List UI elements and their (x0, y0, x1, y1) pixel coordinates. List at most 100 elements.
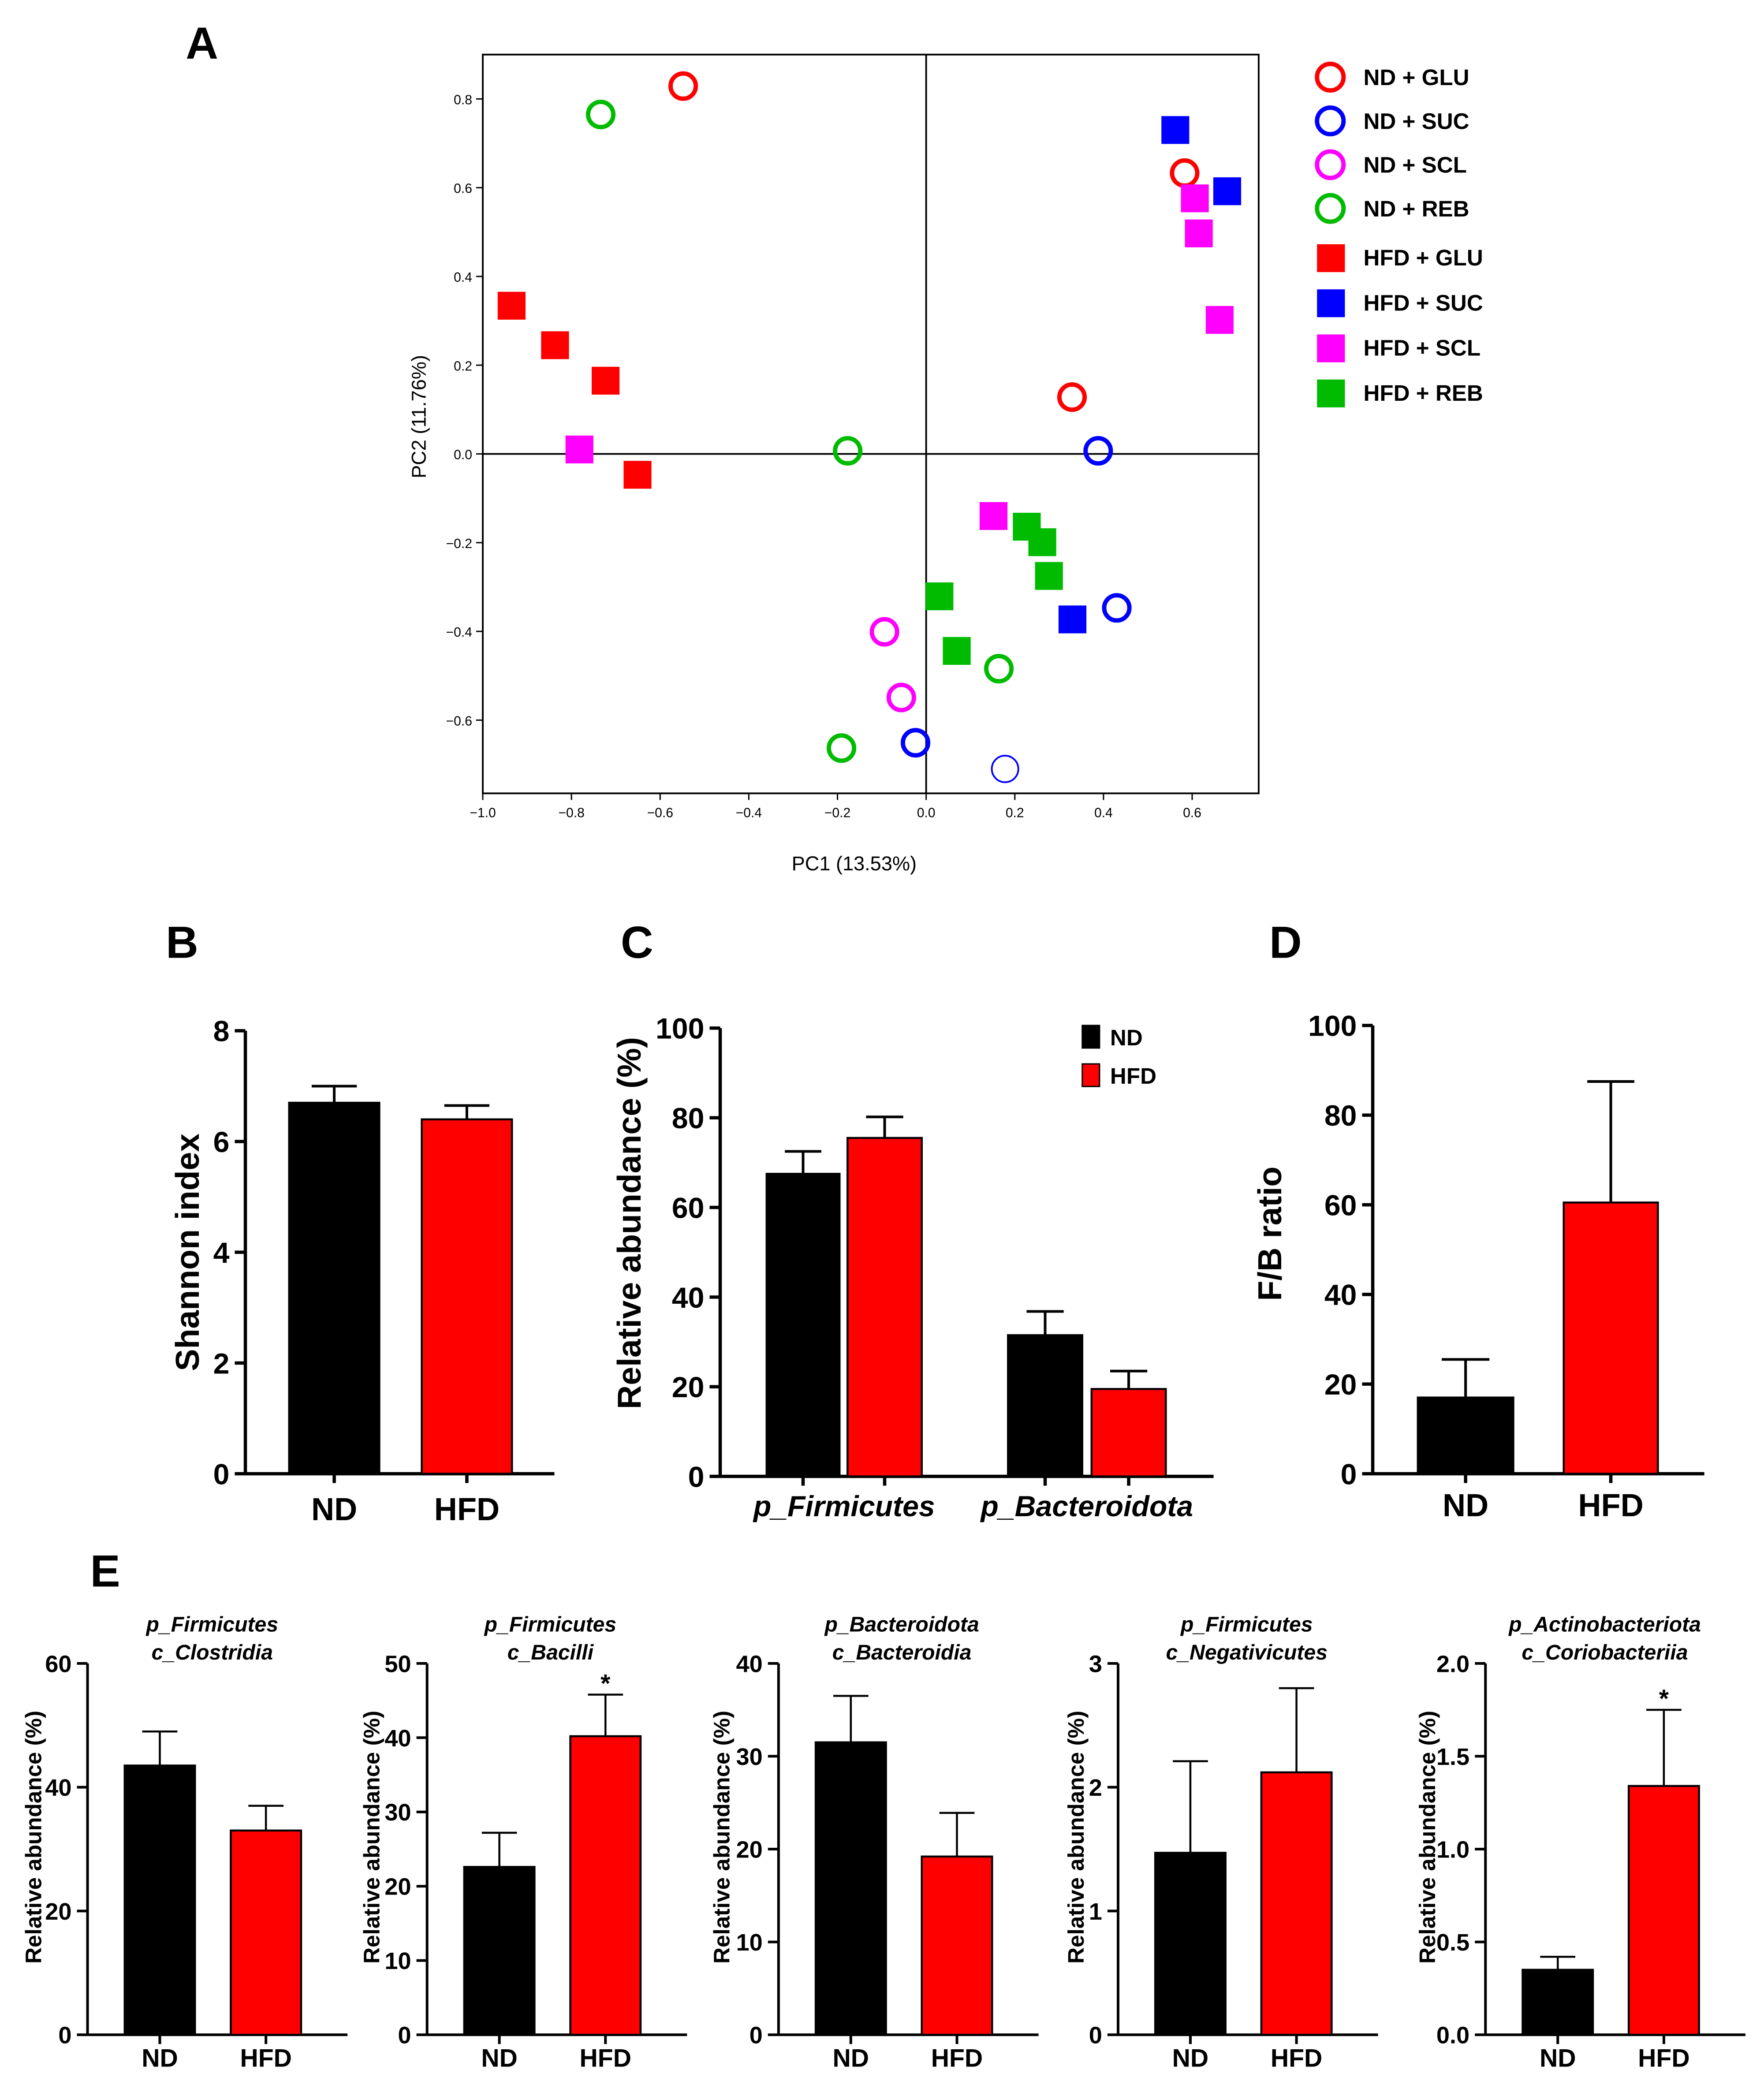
data-point-square (1028, 528, 1056, 556)
x-category-label: HFD (1578, 1488, 1643, 1523)
x-tick-label: −0.4 (736, 806, 762, 820)
bar (1154, 1852, 1227, 2036)
data-point-circle (869, 617, 899, 647)
y-tick-label: 20 (45, 1898, 71, 1925)
bar (1090, 1388, 1167, 1477)
y-tick-label: 0.0 (454, 448, 472, 462)
y-tick-label: 40 (45, 1775, 71, 1801)
significance-marker: * (600, 1670, 611, 1698)
class-abundance-panel: 0 10 20 30 40 ND HFD p_Bacteroidota c_Bacteroidi… (709, 1613, 1039, 2072)
y-tick-label: 40 (1324, 1279, 1357, 1312)
panel-title: c_Bacilli (507, 1641, 594, 1664)
x-tick-label: 0.0 (917, 806, 936, 820)
y-tick-label: −0.2 (446, 537, 472, 551)
panel-title: p_Firmicutes (145, 1613, 279, 1637)
bar (1627, 1785, 1700, 2036)
y-tick-label: 0.8 (454, 93, 472, 107)
data-point-square (623, 461, 652, 489)
y-tick-label: 1 (1089, 1898, 1102, 1925)
y-tick-label: 40 (736, 1651, 763, 1677)
y-tick-label: 0.2 (454, 359, 472, 373)
legend-circle-icon (1315, 193, 1346, 224)
y-tick-label: 20 (1324, 1369, 1357, 1401)
x-category-label: HFD (434, 1492, 500, 1527)
y-axis-title: Relative abundance (%) (21, 1711, 46, 1964)
phylum-abundance-chart: 0 20 40 60 80 100 p_Firmicutes p_Bacteroidota ND… (611, 1013, 1214, 1523)
y-axis-title: Shannon index (169, 1134, 206, 1371)
x-category-label: ND (311, 1492, 357, 1527)
data-point-square (1185, 219, 1213, 247)
y-tick-label: 100 (1308, 1010, 1357, 1043)
legend-label: ND + SUC (1364, 108, 1469, 134)
y-tick-label: 30 (384, 1799, 411, 1826)
y-tick-label: 40 (672, 1282, 705, 1314)
y-tick-label: 0.0 (1436, 2022, 1469, 2049)
data-point-circle (1102, 593, 1132, 623)
x-tick-label: −0.2 (824, 806, 850, 820)
y-tick-label: 100 (656, 1013, 704, 1045)
y-tick-label: 30 (736, 1744, 763, 1770)
legend-swatch-icon (1082, 1063, 1100, 1087)
legend-circle-icon (1315, 149, 1346, 180)
x-category-label: HFD (1271, 2044, 1322, 2072)
y-tick-label: 0.5 (1436, 1929, 1469, 1956)
data-point-circle (991, 755, 1019, 783)
bar (1522, 1969, 1594, 2036)
panel-letter-a: A (186, 18, 218, 68)
legend-label: HFD + SUC (1364, 290, 1483, 315)
y-tick-label: 60 (1324, 1189, 1357, 1222)
significance-marker: * (1659, 1685, 1669, 1713)
bar (463, 1866, 536, 2036)
x-category-label: HFD (1638, 2044, 1689, 2072)
y-tick-label: 50 (384, 1651, 411, 1677)
x-category-label: ND (1443, 1488, 1488, 1523)
y-tick-label: 20 (384, 1874, 411, 1900)
bar (230, 1829, 302, 2036)
legend-label: ND (1110, 1025, 1143, 1050)
y-tick-label: 10 (736, 1929, 763, 1956)
y-tick-label: 20 (672, 1371, 705, 1404)
x-tick-label: −0.8 (558, 806, 584, 820)
panel-letter-c: C (621, 917, 653, 967)
class-abundance-panel: 0 10 20 30 40 50 ND HFD * p_Firmicutes c_Bacilli Re… (359, 1613, 687, 2072)
bar (765, 1173, 841, 1477)
legend-label: HFD + REB (1364, 380, 1483, 406)
legend-square-icon (1317, 379, 1345, 408)
x-category-label: p_Bacteroidota (980, 1490, 1193, 1523)
y-tick-label: 0 (688, 1461, 705, 1493)
x-category-label: ND (142, 2044, 178, 2072)
x-category-label: ND (481, 2044, 518, 2072)
data-point-square (1161, 116, 1190, 144)
data-point-circle (833, 436, 863, 466)
data-point-circle (668, 71, 698, 101)
y-tick-label: 2 (213, 1347, 230, 1380)
x-tick-label: 0.4 (1094, 806, 1113, 820)
data-point-square (497, 291, 526, 320)
y-tick-label: 1.0 (1436, 1836, 1469, 1863)
panel-title: p_Firmicutes (484, 1613, 617, 1637)
data-point-square (1058, 605, 1087, 634)
y-tick-label: 3 (1089, 1651, 1102, 1677)
class-abundance-panel: 0 20 40 60 ND HFD p_Firmicutes c_Clostridia Rela… (21, 1613, 348, 2072)
y-axis-title: F/B ratio (1251, 1167, 1288, 1301)
x-category-label: ND (833, 2044, 869, 2072)
bar (288, 1101, 380, 1475)
y-axis-title: Relative abundance (%) (1063, 1711, 1089, 1964)
legend-square-icon (1317, 289, 1345, 317)
y-axis-title: Relative abundance (%) (709, 1711, 735, 1964)
bar (921, 1855, 993, 2036)
y-tick-label: 20 (736, 1836, 763, 1863)
x-tick-label: −0.6 (647, 806, 673, 820)
bar (1260, 1771, 1333, 2036)
panel-letter-e: E (90, 1545, 120, 1596)
panel-letter-b: B (166, 917, 198, 967)
panel-title: c_Bacteroidia (832, 1641, 972, 1664)
x-category-label: HFD (931, 2044, 983, 2072)
x-tick-label: −1.0 (470, 806, 496, 820)
data-point-square (925, 582, 954, 611)
bar (421, 1118, 513, 1475)
x-category-label: HFD (240, 2044, 291, 2072)
fb-ratio-chart: 0 20 40 60 80 100 ND HFD F/B ratio (1251, 1010, 1704, 1523)
bar (1417, 1396, 1514, 1475)
